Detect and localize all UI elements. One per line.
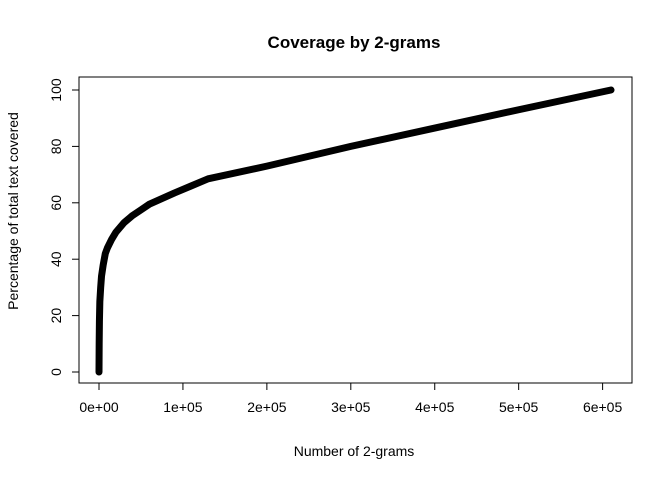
y-tick-label: 100: [48, 78, 64, 102]
y-tick-label: 0: [48, 368, 64, 376]
x-tick-label: 3e+05: [331, 399, 371, 415]
x-tick-label: 6e+05: [583, 399, 623, 415]
y-tick-label: 80: [48, 138, 64, 154]
chart-title: Coverage by 2-grams: [268, 33, 441, 52]
y-axis-label: Percentage of total text covered: [5, 112, 21, 310]
y-tick-label: 60: [48, 195, 64, 211]
series-line: [95, 86, 615, 376]
x-tick-label: 5e+05: [499, 399, 539, 415]
y-axis: 0 20 40 60 80 100: [48, 78, 80, 376]
x-tick-label: 4e+05: [415, 399, 455, 415]
x-axis: 0e+00 1e+05 2e+05 3e+05 4e+05 5e+05 6e+05: [79, 382, 623, 415]
x-tick-label: 2e+05: [247, 399, 287, 415]
x-tick-label: 0e+00: [79, 399, 119, 415]
x-axis-label: Number of 2-grams: [294, 443, 415, 459]
y-tick-label: 40: [48, 251, 64, 267]
plot-frame: [78, 76, 633, 384]
x-tick-label: 1e+05: [163, 399, 203, 415]
y-tick-label: 20: [48, 308, 64, 324]
